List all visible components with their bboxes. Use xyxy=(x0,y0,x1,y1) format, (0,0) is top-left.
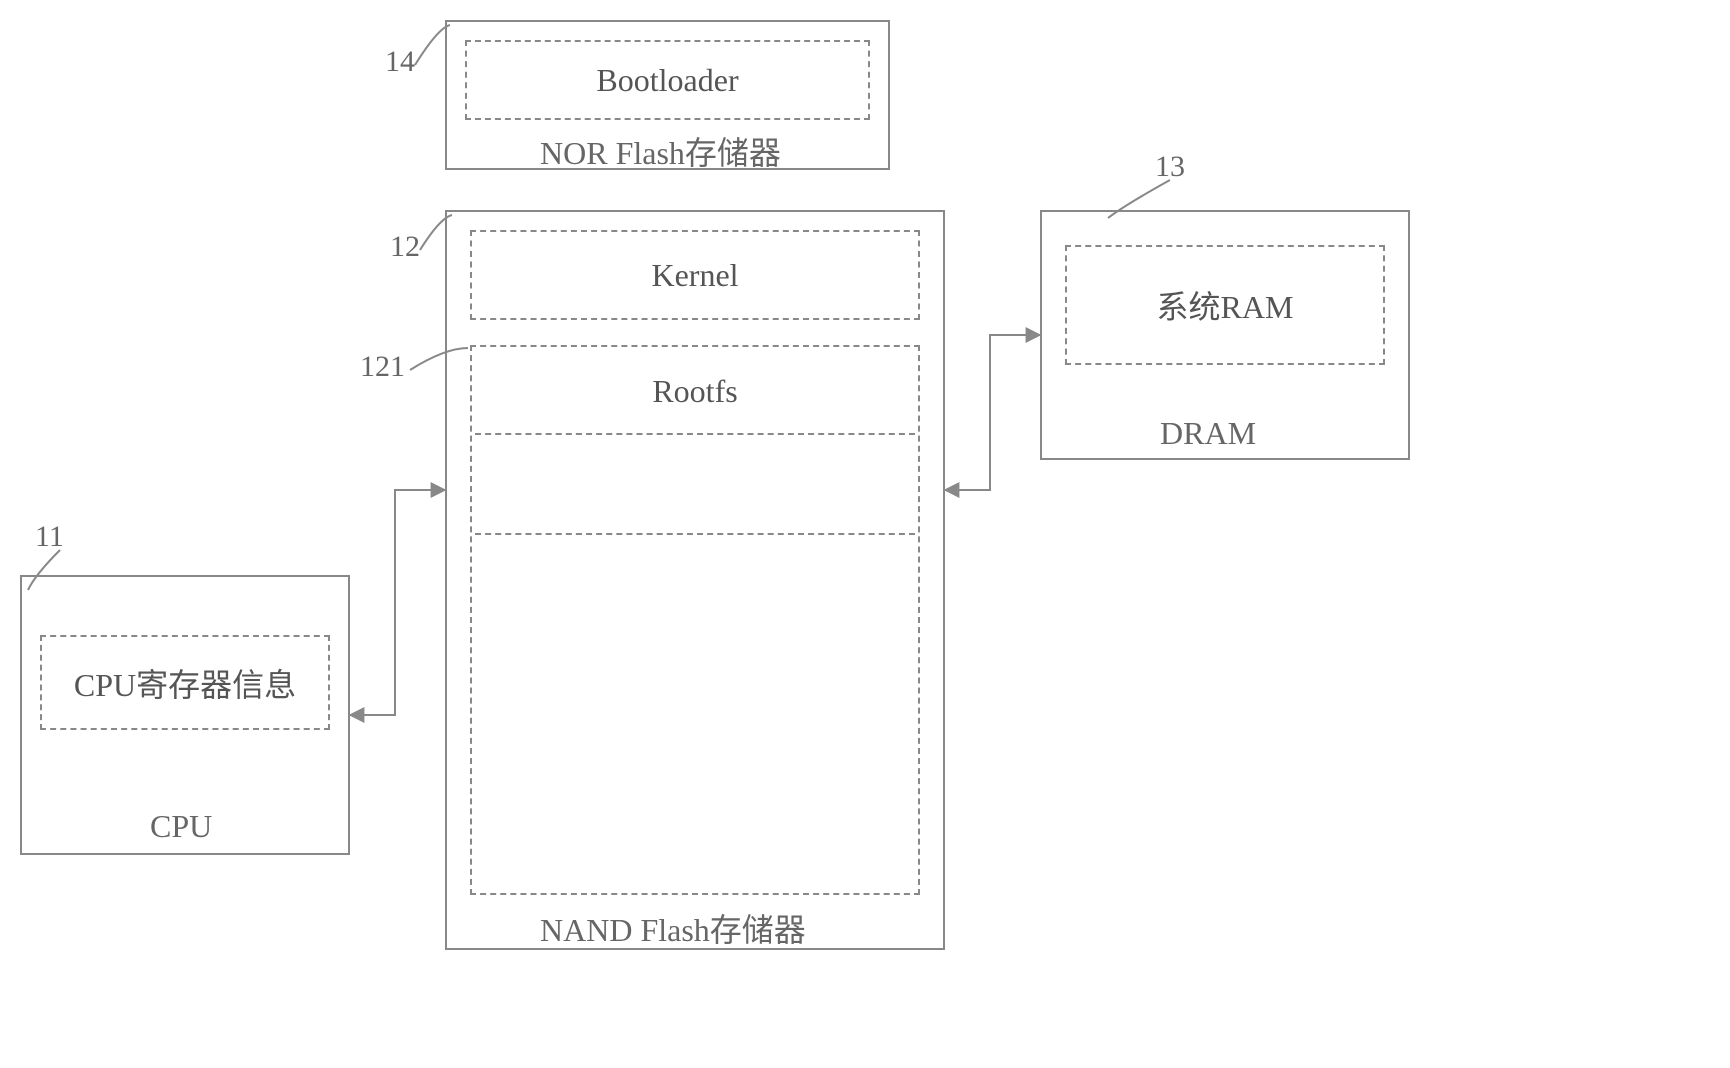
cpu-registers-box: CPU寄存器信息 xyxy=(40,635,330,730)
dram-label: DRAM xyxy=(1160,415,1256,452)
callout-13: 13 xyxy=(1155,150,1185,184)
cpu-label: CPU xyxy=(150,808,212,845)
connector-cpu-nand xyxy=(350,490,445,715)
nand-flash-label: NAND Flash存储器 xyxy=(540,905,806,951)
nor-flash-label: NOR Flash存储器 xyxy=(540,128,781,174)
bootloader-box: Bootloader xyxy=(465,40,870,120)
system-ram-label: 系统RAM xyxy=(1157,282,1294,328)
kernel-box: Kernel xyxy=(470,230,920,320)
system-ram-box: 系统RAM xyxy=(1065,245,1385,365)
callout-12: 12 xyxy=(390,230,420,264)
callout-121: 121 xyxy=(360,350,405,384)
kernel-label: Kernel xyxy=(651,257,738,294)
callout-11: 11 xyxy=(35,520,64,554)
connector-nand-dram xyxy=(945,335,1040,490)
rootfs-row-2 xyxy=(475,440,915,535)
bootloader-label: Bootloader xyxy=(596,62,738,99)
rootfs-row-1: Rootfs xyxy=(475,350,915,435)
rootfs-label: Rootfs xyxy=(652,373,737,410)
cpu-registers-label: CPU寄存器信息 xyxy=(74,660,296,706)
callout-14: 14 xyxy=(385,45,415,79)
